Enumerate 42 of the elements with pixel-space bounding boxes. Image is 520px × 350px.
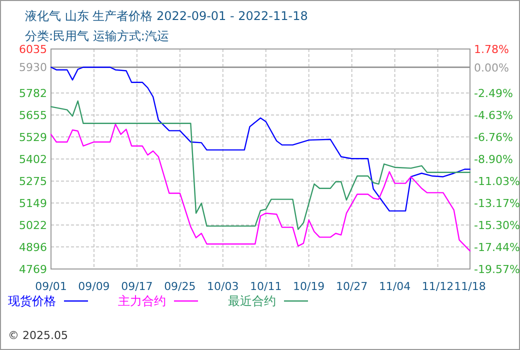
x-tick-label: 10/27 xyxy=(336,280,368,293)
legend-label: 最近合约 xyxy=(228,294,276,308)
x-tick-label: 10/11 xyxy=(250,280,282,293)
legend-label: 现货价格 xyxy=(8,294,56,308)
x-tick-label: 09/25 xyxy=(164,280,196,293)
line-series xyxy=(50,100,471,230)
y2-tick-label: 0.00% xyxy=(474,61,509,74)
chart-title: 液化气 山东 生产者价格 2022-09-01 - 2022-11-18 xyxy=(25,9,308,23)
x-tick-label: 11/18 xyxy=(454,280,486,293)
y-tick-label: 5149 xyxy=(19,196,47,210)
y2-tick-label: -15.30% xyxy=(474,219,520,232)
y-tick-label: 4769 xyxy=(19,263,47,276)
y2-tick-label: -4.63% xyxy=(474,109,513,122)
y2-tick-label: -11.03% xyxy=(474,175,520,188)
x-tick-label: 11/04 xyxy=(378,280,411,293)
x-tick-label: 09/09 xyxy=(78,280,110,293)
y-tick-label: 5022 xyxy=(19,219,47,232)
y-tick-label: 5529 xyxy=(19,130,47,144)
x-tick-label: 11/12 xyxy=(422,280,454,293)
text: © 2025.05 xyxy=(8,329,68,342)
x-tick-label: 09/01 xyxy=(35,280,67,293)
y-tick-label: 5275 xyxy=(19,175,47,188)
x-tick-label: 10/03 xyxy=(207,280,239,293)
x-tick-label: 10/19 xyxy=(292,280,325,293)
y2-tick-label: -8.90% xyxy=(474,153,513,166)
x-tick-label: 09/17 xyxy=(121,280,153,293)
y2-tick-label: -17.44% xyxy=(474,241,520,254)
y2-tick-label: -19.57% xyxy=(474,263,520,276)
y2-tick-label: 1.78% xyxy=(474,43,509,56)
line-series xyxy=(50,66,471,212)
y2-tick-label: -2.49% xyxy=(474,87,513,100)
y2-tick-label: -6.76% xyxy=(474,131,513,144)
y-tick-label: 5655 xyxy=(19,109,47,122)
line-series xyxy=(50,124,471,252)
legend-label: 主力合约 xyxy=(118,294,166,308)
y-tick-label: 6035 xyxy=(19,43,47,56)
chart-subtitle: 分类:民用气 运输方式:汽运 xyxy=(25,29,169,43)
y-tick-label: 5930 xyxy=(19,61,47,74)
y-tick-label: 5782 xyxy=(19,86,47,100)
y-tick-label: 5402 xyxy=(19,153,47,166)
y-tick-label: 4896 xyxy=(19,240,47,254)
y2-tick-label: -13.17% xyxy=(474,197,520,210)
